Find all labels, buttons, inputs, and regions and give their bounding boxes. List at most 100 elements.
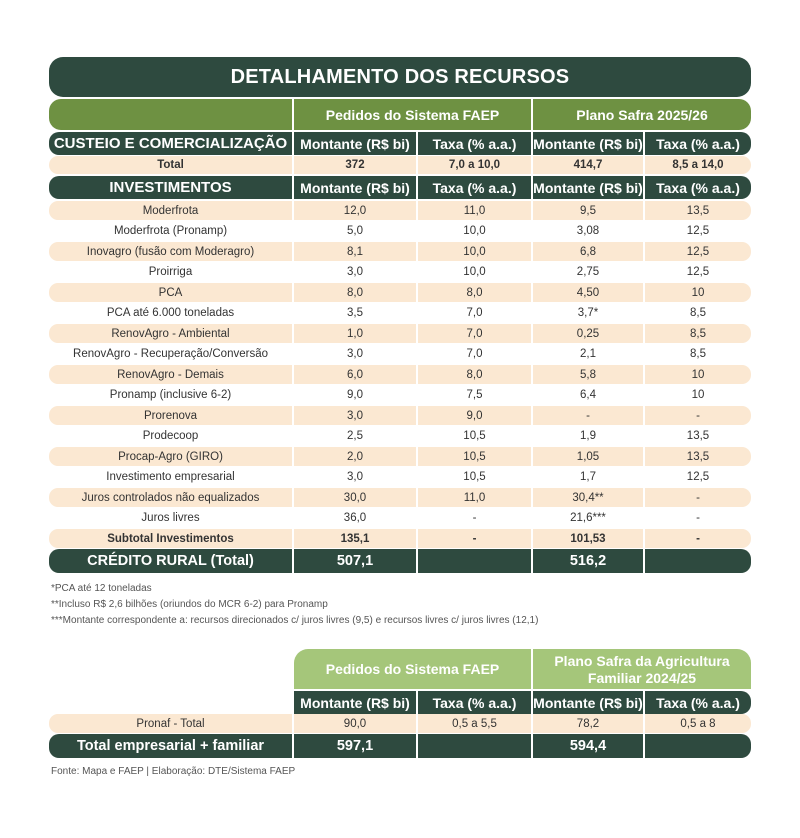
table-row-divider [643,447,645,466]
source-note: Fonte: Mapa e FAEP | Elaboração: DTE/Sis… [51,766,296,777]
table-row-faep-montante: 5,0 [347,225,363,237]
table-row-faep-montante: 3,0 [347,266,363,278]
credito-rural-total-faep-montante: 507,1 [336,553,374,569]
familiar-col-header-plano-safra-montante: Montante (R$ bi) [533,694,643,711]
pronaf-divider [416,714,418,733]
table-row-faep-montante: 6,0 [347,368,363,381]
custeio-total-plano-safra-montante: 414,7 [573,159,603,171]
table-row-divider [292,201,294,220]
subtotal-label: Subtotal Investimentos [107,532,234,545]
table-row-divider [416,488,418,507]
table-row-faep-taxa: 11,0 [463,491,486,504]
table-row-background [49,488,751,507]
custeio-col-header-divider [416,132,418,155]
custeio-col-header-faep-montante: Montante (R$ bi) [300,135,410,152]
subtotal-divider [416,529,418,548]
familiar-col-header-divider [531,691,533,714]
custeio-total-label: Total [157,159,184,171]
table-row-faep-montante: 3,0 [347,409,363,422]
table-row-divider [416,406,418,425]
custeio-total-divider [416,156,418,174]
table-row-plano-safra-taxa: 10 [691,368,705,381]
table-row-divider [416,242,418,261]
table-row-faep-montante: 2,0 [347,450,363,463]
table-row-plano-safra-montante: 1,9 [580,430,596,442]
table-row-label: PCA [158,286,183,299]
pronaf-label: Pronaf - Total [136,717,205,730]
table-row-divider [416,283,418,302]
table-row-background [49,447,751,466]
table-row-divider [292,324,294,343]
table-row-divider [643,365,645,384]
familiar-group-header-plano-safra: Plano Safra da Agricultura Familiar 2024… [533,651,751,689]
investimentos-col-header-plano-safra-taxa: Taxa (% a.a.) [656,179,740,196]
group-header-divider [292,99,294,130]
table-row-label: Investimento empresarial [106,471,235,483]
table-row-divider [531,201,533,220]
table-row-faep-montante: 12,0 [343,204,367,217]
pronaf-plano-safra-taxa: 0,5 a 8 [680,717,716,730]
table-row-background [49,201,751,220]
pronaf-faep-montante: 90,0 [343,717,367,730]
table-row-faep-taxa: 10,5 [463,471,486,483]
table-row-divider [416,324,418,343]
credito-rural-total-divider [643,549,645,573]
table-row-divider [643,201,645,220]
table-row-label: RenovAgro - Demais [117,368,224,381]
credito-rural-total-label: CRÉDITO RURAL (Total) [87,553,254,569]
group-header-plano-safra: Plano Safra 2025/26 [576,106,708,123]
table-row-background [49,406,751,425]
table-row-faep-montante: 8,1 [347,245,363,258]
investimentos-col-header-plano-safra-montante: Montante (R$ bi) [533,179,643,196]
familiar-col-header-divider [643,691,645,714]
table-row-plano-safra-montante: 9,5 [580,204,596,217]
custeio-total-faep-montante: 372 [345,159,365,171]
table-row-faep-taxa: 7,0 [466,307,483,319]
footnote-2: **Incluso R$ 2,6 bilhões (oriundos do MC… [51,599,328,610]
table-row-divider [292,283,294,302]
table-row-label: Pronamp (inclusive 6-2) [109,389,232,401]
familiar-group-header-band [294,649,751,689]
table-row-divider [531,406,533,425]
table-row-label: Procap-Agro (GIRO) [118,450,223,463]
custeio-total-faep-taxa: 7,0 a 10,0 [448,159,501,171]
table-row-plano-safra-taxa: - [696,512,700,524]
table-row-faep-taxa: 8,0 [466,368,483,381]
familiar-col-header-faep-taxa: Taxa (% a.a.) [432,694,517,711]
table-row-divider [531,324,533,343]
table-row-label: Proirriga [148,266,193,278]
table-row-faep-taxa: 9,0 [466,409,483,422]
group-header-divider [531,99,533,130]
table-row-background [49,365,751,384]
investimentos-col-header-faep-taxa: Taxa (% a.a.) [432,179,517,196]
custeio-header-row [49,132,751,155]
credito-rural-total-divider [292,549,294,573]
custeio-total-plano-safra-taxa: 8,5 a 14,0 [672,159,724,171]
table-row-label: Juros livres [141,512,200,524]
table-row-faep-taxa: 10,5 [463,430,486,442]
familiar-col-header-divider [292,691,294,714]
table-row-faep-montante: 8,0 [347,286,363,299]
group-header-faep: Pedidos do Sistema FAEP [325,106,500,123]
table-row-plano-safra-montante: 6,8 [580,245,596,258]
table-row-plano-safra-montante: 0,25 [576,327,600,340]
custeio-section-label: CUSTEIO E COMERCIALIZAÇÃO [53,135,288,152]
subtotal-plano-safra-taxa: - [696,532,700,545]
table-row-plano-safra-taxa: 10 [691,389,705,401]
investimentos-col-header-divider [292,176,294,199]
pronaf-row [49,714,751,733]
table-row-plano-safra-montante: 2,1 [580,348,596,360]
custeio-total-row [49,156,751,174]
table-row-label: Inovagro (fusão com Moderagro) [86,245,255,258]
table-row-divider [292,242,294,261]
table-row-faep-taxa: 8,0 [466,286,483,299]
table-row-plano-safra-montante: 1,7 [580,471,596,483]
table-row-label: Moderfrota [142,204,199,217]
table-row-faep-taxa: - [472,512,477,524]
pronaf-divider [531,714,533,733]
table-row-faep-montante: 36,0 [343,512,367,524]
table-row-faep-taxa: 10,0 [463,266,486,278]
table-row-plano-safra-taxa: 8,5 [690,348,706,360]
custeio-total-divider [643,156,645,174]
table-row-faep-montante: 2,5 [347,430,363,442]
